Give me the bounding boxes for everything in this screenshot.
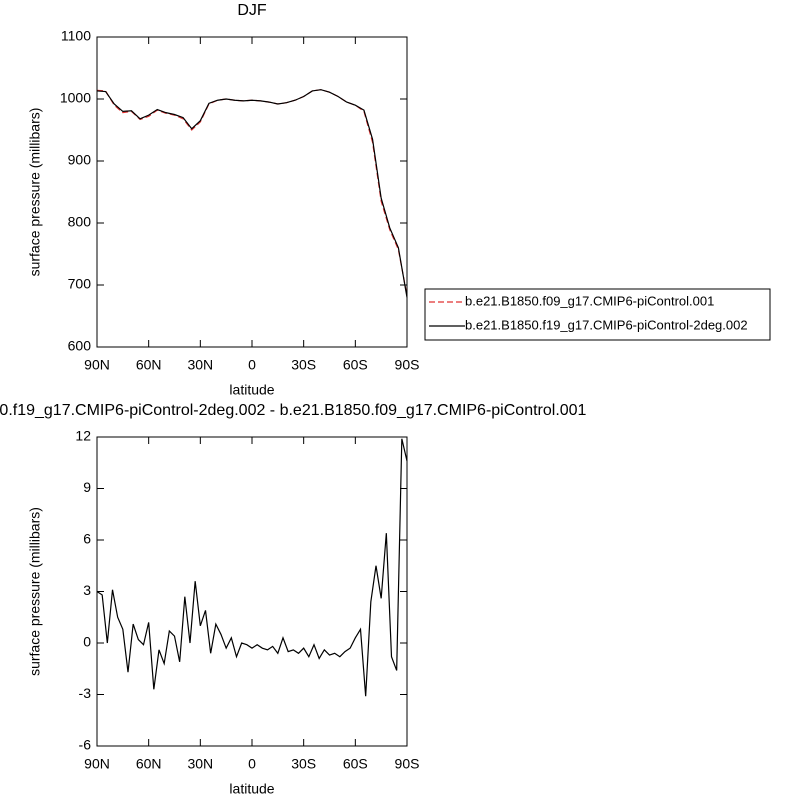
x-tick-label: 90N	[84, 756, 110, 772]
y-tick-label: 9	[83, 479, 91, 495]
plot-frame	[96, 436, 408, 747]
y-tick-label: 12	[75, 428, 91, 444]
data-line	[96, 89, 408, 296]
y-tick-label: -6	[79, 737, 92, 753]
x-tick-label: 60S	[343, 357, 368, 373]
legend-box	[424, 288, 771, 341]
y-tick-label: 1000	[60, 90, 91, 106]
data-line	[96, 438, 408, 697]
y-tick-label: 0	[83, 634, 91, 650]
y-tick-label: 800	[68, 214, 92, 230]
x-tick-label: 60N	[136, 357, 162, 373]
y-tick-label: 6	[83, 531, 91, 547]
x-tick-label: 60N	[136, 756, 162, 772]
x-tick-label: 60S	[343, 756, 368, 772]
data-line	[96, 89, 408, 298]
y-tick-label: -3	[79, 685, 92, 701]
y-tick-label: 3	[83, 582, 91, 598]
x-tick-label: 90S	[395, 756, 420, 772]
y-tick-label: 900	[68, 152, 92, 168]
y-tick-label: 1100	[61, 28, 91, 44]
y-axis-label: surface pressure (millibars)	[27, 507, 43, 676]
x-tick-label: 90S	[395, 357, 420, 373]
y-tick-label: 700	[68, 276, 92, 292]
x-axis-label: latitude	[229, 382, 274, 398]
legend-label: b.e21.B1850.f19_g17.CMIP6-piControl-2deg…	[465, 317, 748, 332]
chart-title: b.e21.B1850.f19_g17.CMIP6-piControl-2deg…	[0, 402, 587, 419]
x-tick-label: 30N	[187, 357, 213, 373]
x-axis-label: latitude	[229, 781, 274, 797]
x-tick-label: 0	[248, 357, 256, 373]
y-tick-label: 600	[68, 338, 92, 354]
x-tick-label: 30N	[187, 756, 213, 772]
plot-frame	[96, 36, 408, 348]
y-axis-label: surface pressure (millibars)	[27, 108, 43, 277]
legend-label: b.e21.B1850.f09_g17.CMIP6-piControl.001	[465, 293, 714, 308]
chart-title: DJF	[237, 2, 267, 19]
x-tick-label: 30S	[291, 357, 316, 373]
x-tick-label: 30S	[291, 756, 316, 772]
x-tick-label: 0	[248, 756, 256, 772]
x-tick-label: 90N	[84, 357, 110, 373]
